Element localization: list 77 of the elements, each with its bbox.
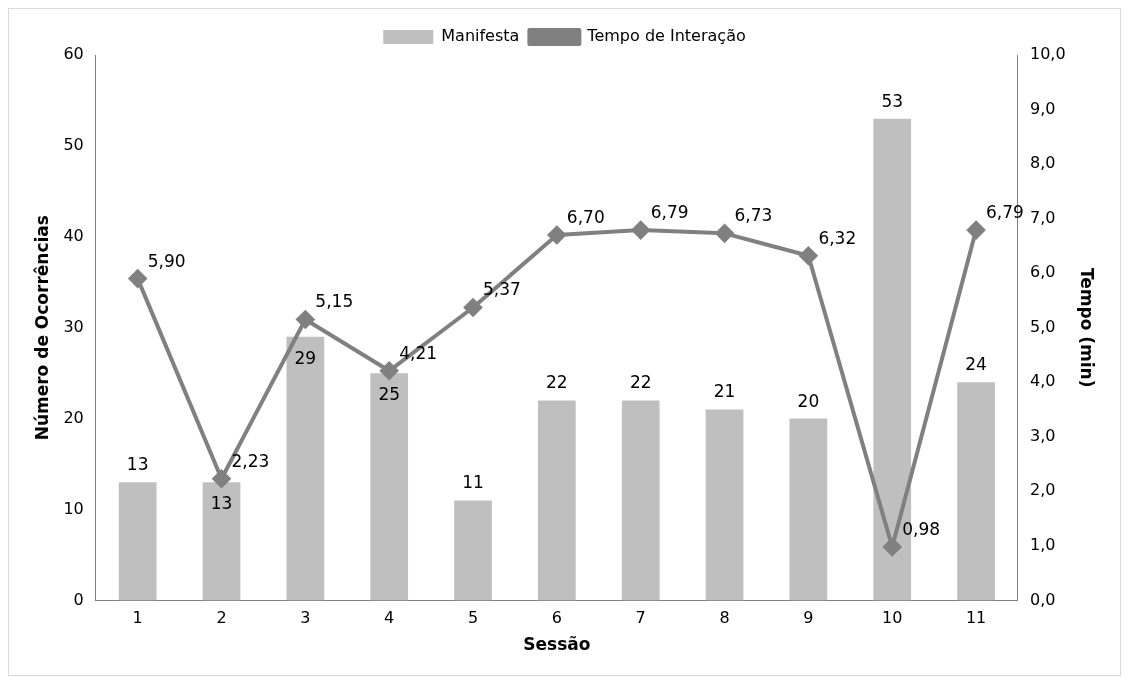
y2-tick-label: 5,0 xyxy=(1029,316,1056,336)
data-label: 6,70 xyxy=(566,206,605,227)
y-tick-label: 0 xyxy=(73,589,84,609)
data-label: 6,73 xyxy=(734,205,773,226)
point xyxy=(883,537,902,556)
y2-tick-label: 6,0 xyxy=(1029,262,1056,282)
x-tick-label: 10 xyxy=(882,608,903,628)
bar xyxy=(286,336,325,601)
x-tick-label: 4 xyxy=(384,608,395,628)
y-tick-label: 20 xyxy=(63,407,84,427)
x-tick-label: 1 xyxy=(132,608,143,628)
data-label: 29 xyxy=(294,347,317,368)
x-tick-label: 6 xyxy=(551,608,562,628)
y2-tick-label: 2,0 xyxy=(1029,480,1056,500)
bar xyxy=(454,500,492,601)
point xyxy=(967,221,986,240)
point xyxy=(296,310,315,329)
point xyxy=(715,224,734,243)
bar xyxy=(118,482,157,601)
y2-tick-label: 3,0 xyxy=(1029,425,1056,445)
data-label: 20 xyxy=(797,390,820,411)
data-label: 6,79 xyxy=(650,202,689,222)
point xyxy=(212,469,231,488)
point xyxy=(128,269,147,288)
legend-label: Manifesta xyxy=(441,26,520,46)
y2-tick-label: 9,0 xyxy=(1029,98,1056,118)
data-label: 0,98 xyxy=(902,518,941,539)
data-label: 11 xyxy=(462,472,484,493)
data-label: 21 xyxy=(713,381,736,402)
data-label: 4,21 xyxy=(399,342,438,363)
y2-axis-title: Tempo (min) xyxy=(1077,267,1098,388)
data-label: 5,37 xyxy=(483,279,521,300)
x-axis-title: Sessão xyxy=(523,634,591,655)
y-tick-label: 60 xyxy=(63,44,84,64)
x-tick-label: 9 xyxy=(803,608,814,628)
y2-tick-label: 1,0 xyxy=(1029,535,1056,555)
x-tick-label: 7 xyxy=(635,608,646,628)
data-label: 25 xyxy=(378,384,401,405)
bar xyxy=(538,400,576,601)
data-label: 5,90 xyxy=(147,250,186,271)
data-label: 53 xyxy=(881,90,904,111)
y2-tick-label: 0,0 xyxy=(1029,589,1056,609)
data-label: 2,23 xyxy=(231,450,270,471)
y-tick-label: 40 xyxy=(63,225,84,245)
y-axis-title: Número de Ocorrências xyxy=(31,215,52,441)
y2-tick-label: 4,0 xyxy=(1029,371,1056,391)
y-tick-label: 30 xyxy=(63,316,84,336)
y-tick-label: 10 xyxy=(63,498,84,518)
data-label: 24 xyxy=(965,354,987,375)
point xyxy=(547,225,566,244)
y2-tick-label: 8,0 xyxy=(1029,153,1056,173)
point xyxy=(380,361,399,380)
data-label: 6,32 xyxy=(818,227,857,248)
bar xyxy=(789,418,828,601)
y2-tick-label: 10,0 xyxy=(1029,44,1066,64)
x-tick-label: 8 xyxy=(719,608,730,628)
data-label: 22 xyxy=(629,372,652,393)
x-tick-label: 11 xyxy=(965,608,987,628)
bar xyxy=(202,482,241,601)
data-label: 13 xyxy=(126,454,149,475)
data-label: 22 xyxy=(546,372,568,393)
point xyxy=(799,246,818,265)
x-tick-label: 2 xyxy=(216,608,227,628)
y-tick-label: 50 xyxy=(63,135,84,155)
y2-tick-label: 7,0 xyxy=(1029,207,1056,227)
bar xyxy=(705,409,744,601)
data-label: 13 xyxy=(210,493,233,514)
bar xyxy=(370,373,409,601)
bar xyxy=(621,400,660,601)
x-tick-label: 3 xyxy=(300,608,311,628)
data-label: 5,15 xyxy=(315,291,354,312)
legend-label: Tempo de Interação xyxy=(586,26,746,46)
data-label: 6,79 xyxy=(986,202,1024,222)
point xyxy=(631,221,650,240)
bar xyxy=(957,382,995,601)
x-tick-label: 5 xyxy=(467,608,479,628)
point xyxy=(464,298,483,317)
